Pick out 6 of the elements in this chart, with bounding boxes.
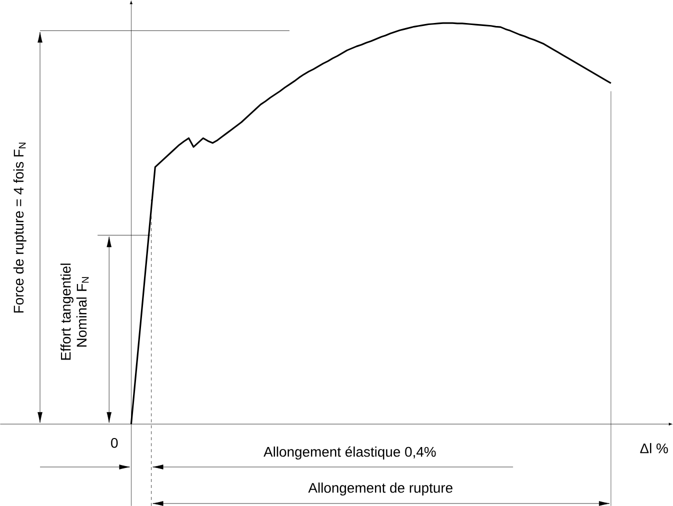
text: Allongement de rupture (308, 482, 452, 496)
x-axis-title: Δl % (640, 443, 668, 454)
text: Effort tangentiel Nominal F$_{N}$ (60, 264, 89, 360)
text: Allongement élastique 0,4% (264, 446, 436, 460)
text: Force de rupture = 4 fois F$_{N}$ (13, 142, 26, 312)
text: 0 (111, 438, 118, 448)
